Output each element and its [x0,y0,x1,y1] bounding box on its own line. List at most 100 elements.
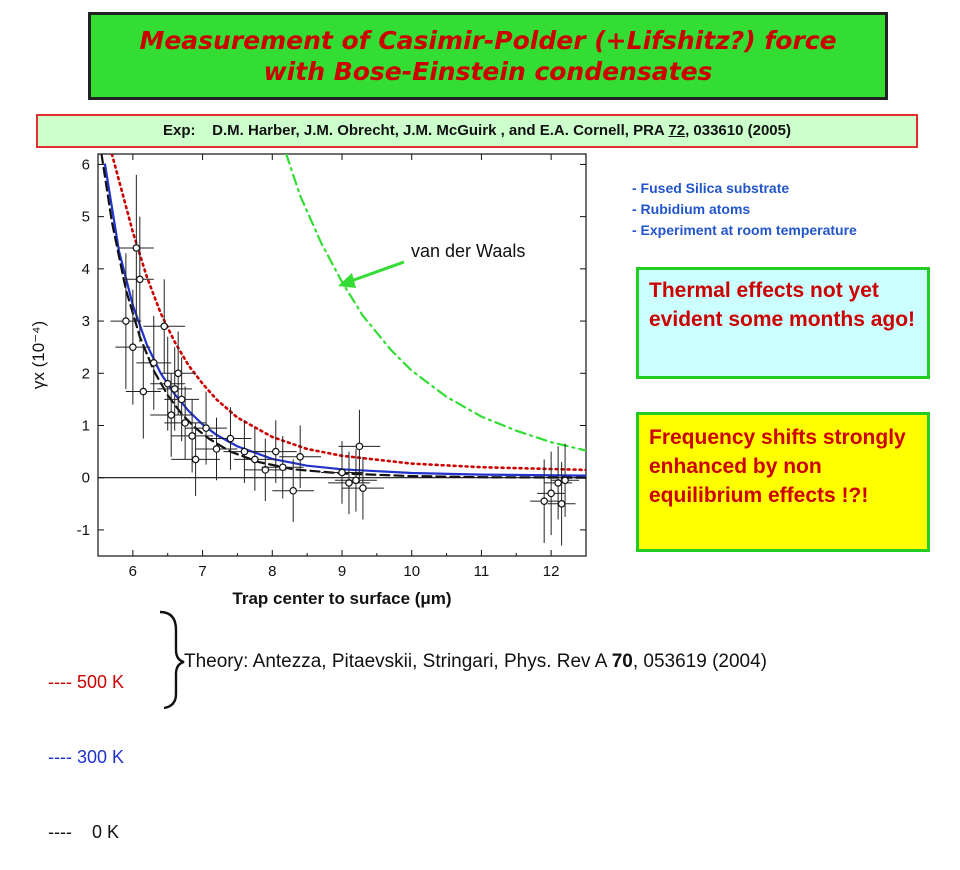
curve-300-k [103,163,586,477]
vdw-arrow-head [338,273,356,288]
data-point [157,347,193,431]
curve-0-k [100,154,586,479]
point-marker [278,463,287,472]
point-marker [136,275,144,284]
point-marker [561,476,569,485]
point-marker [160,322,169,331]
data-point [143,279,186,374]
data-point [164,386,207,460]
data-point [244,438,287,502]
point-marker [359,484,367,492]
legend-300k: ---- 300 K [48,747,125,767]
data-point [185,391,227,465]
point-marker [352,476,360,485]
y-tick-label: 6 [82,156,90,173]
data-point [136,315,172,410]
theory-volume: 70 [611,651,633,672]
point-marker [132,244,141,252]
theory-reference: Theory: Antezza, Pitaevskii, Stringari, … [184,649,767,674]
point-marker [289,486,298,495]
legend-0k: ---- 0 K [48,822,120,842]
data-point [223,420,266,483]
data-point [272,459,315,523]
data-point [115,289,151,405]
y-tick-label: 1 [82,417,90,434]
point-marker [261,466,270,474]
y-tick-label: 4 [82,261,90,278]
data-point [233,428,276,491]
x-tick-label: 7 [198,563,206,580]
point-marker [271,447,280,456]
data-point [530,459,559,543]
data-point [195,417,238,481]
data-point [209,407,252,470]
legend-brace [159,610,185,710]
point-marker [296,453,304,461]
point-marker [129,343,137,351]
x-tick-label: 10 [403,563,420,580]
x-tick-label: 12 [543,563,560,580]
theory-suffix: , 053619 (2004) [632,651,767,672]
point-marker [167,411,176,419]
vdw-annotation: van der Waals [411,241,525,261]
point-marker [345,479,353,487]
data-point [544,446,573,520]
point-marker [202,424,210,432]
data-point [118,174,154,322]
point-marker [188,432,196,440]
y-tick-label: 3 [82,313,90,330]
x-tick-label: 8 [268,563,276,580]
data-point [171,422,220,496]
title-line-2: with Bose-Einstein condensates [263,57,713,86]
y-tick-label: 0 [82,470,90,487]
data-point [261,435,304,499]
data-point [150,373,193,457]
y-tick-label: -1 [77,522,90,539]
curve-van-der-waals [285,154,586,452]
x-tick-label: 11 [474,563,490,580]
y-tick-label: 5 [82,209,90,226]
data-point [551,443,580,517]
data-point [164,357,200,442]
note-atoms: - Rubidium atoms [632,201,751,217]
note-substrate: - Fused Silica substrate [632,180,790,196]
data-point [342,456,384,520]
point-marker [547,489,555,498]
note-temperature: - Experiment at room temperature [632,222,857,238]
data-point [125,344,161,439]
reference-volume: 72 [668,122,686,139]
x-tick-label: 6 [129,563,137,580]
reference-prefix: Exp: D.M. Harber, J.M. Obrecht, J.M. McG… [163,122,669,139]
data-point [279,425,322,489]
point-marker [163,379,172,388]
y-tick-label: 2 [82,365,90,382]
plot-area [100,154,586,546]
temperature-legend: ---- 500 K ---- 300 K ---- 0 K [48,620,124,870]
title-banner: Measurement of Casimir-Polder (+Lifshitz… [88,12,888,100]
point-marker [355,442,364,451]
point-marker [174,369,182,378]
x-tick-label: 9 [338,563,346,580]
point-marker [122,317,130,325]
data-point [335,448,377,512]
point-marker [212,445,221,453]
data-point [171,399,214,473]
point-marker [181,419,189,427]
legend-500k: ---- 500 K [48,672,125,692]
data-point [321,441,363,504]
reference-suffix: , 033610 (2005) [685,122,791,139]
point-marker [177,395,186,404]
vdw-arrow-shaft [350,260,405,283]
data-point [125,216,154,342]
thermal-effects-box: Thermal effects not yet evident some mon… [636,267,930,379]
point-marker [149,359,158,367]
x-axis-label: Trap center to surface (μm) [232,589,451,608]
y-axis-label: γx (10⁻⁴) [29,321,48,389]
data-point [537,451,566,536]
experiment-notes: - Fused Silica substrate - Rubidium atom… [632,178,857,241]
point-marker [170,385,179,393]
data-point [254,420,297,483]
point-marker [139,387,148,396]
data-point [338,409,381,483]
